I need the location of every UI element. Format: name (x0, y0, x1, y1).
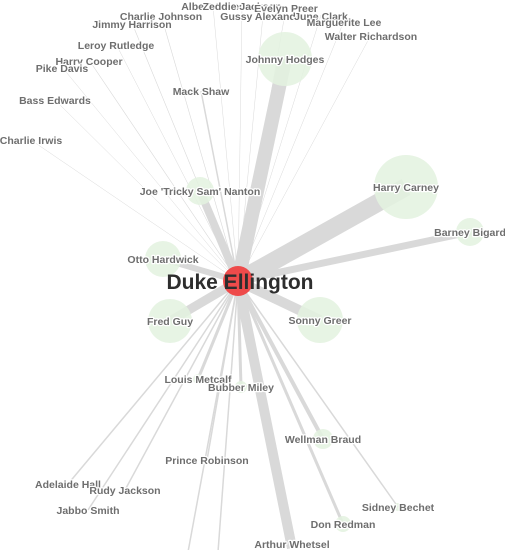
node-label-gussy-alexander[interactable]: Gussy Alexander (219, 10, 307, 25)
edge-pike-davis (61, 66, 239, 282)
node-bubber-miley[interactable] (235, 381, 247, 393)
edge-walter-richardson (237, 34, 372, 282)
node-label-bubber-miley[interactable]: Bubber Miley (207, 381, 276, 396)
node-label-don-redman[interactable]: Don Redman (309, 518, 376, 533)
node-harry-carney[interactable] (374, 155, 438, 219)
node-label-jimmy-harrison[interactable]: Jimmy Harrison (91, 18, 173, 33)
edge-wellman-braud (236, 280, 325, 440)
node-label-fred-guy[interactable]: Fred Guy (146, 315, 195, 330)
edge-unnamed-32 (217, 280, 239, 550)
node-label-rudy-jackson[interactable]: Rudy Jackson (88, 484, 162, 499)
edge-zeddie-jackson (237, 5, 243, 282)
node-label-leroy-rutledge[interactable]: Leroy Rutledge (77, 39, 156, 54)
node-sidney-bechet[interactable] (394, 503, 402, 511)
edge-johnny-hodges (231, 57, 292, 283)
node-johnny-hodges[interactable] (258, 32, 312, 86)
node-wellman-braud[interactable] (313, 429, 333, 449)
edge-don-redman (236, 280, 345, 525)
node-label-wellman-braud[interactable]: Wellman Braud (284, 433, 363, 448)
node-label-adelaide-hall[interactable]: Adelaide Hall (34, 478, 103, 493)
edge-jabbo-smith (87, 280, 239, 511)
edge-charlie-irwis (30, 139, 239, 282)
edge-harry-cooper (88, 59, 239, 282)
node-fred-guy[interactable] (148, 299, 192, 343)
edge-arthur-whetsel (233, 280, 297, 549)
node-label-louis-metcalf[interactable]: Louis Metcalf (163, 373, 233, 388)
node-layer (145, 32, 484, 532)
edge-louis-metcalf (196, 280, 240, 380)
center-node-label: Duke Ellington (167, 271, 314, 294)
edge-barney-bigard (237, 228, 471, 285)
edge-adelaide-hall (67, 280, 239, 485)
node-label-johnny-hodges[interactable]: Johnny Hodges (244, 53, 325, 68)
node-label-joe-tricky-sam-nanton[interactable]: Joe 'Tricky Sam' Nanton (138, 185, 261, 200)
node-label-pike-davis[interactable]: Pike Davis (34, 62, 89, 77)
node-label-sidney-bechet[interactable]: Sidney Bechet (361, 501, 436, 516)
node-label-charlie-johnson[interactable]: Charlie Johnson (119, 10, 204, 25)
node-louis-metcalf[interactable] (193, 374, 203, 384)
node-label-otto-hardwick[interactable]: Otto Hardwick (126, 253, 200, 268)
node-label-albert-jones[interactable]: Albert Jones (180, 0, 246, 14)
node-label-charlie-irwis[interactable]: Charlie Irwis (0, 134, 64, 149)
node-label-harry-cooper[interactable]: Harry Cooper (54, 55, 124, 70)
node-label-bass-edwards[interactable]: Bass Edwards (18, 94, 92, 109)
node-label-jabbo-smith[interactable]: Jabbo Smith (55, 504, 121, 519)
edge-rudy-jackson (124, 280, 239, 491)
edge-marguerite-lee (237, 20, 345, 282)
center-node[interactable]: Duke Ellington (167, 266, 314, 296)
node-label-june-clark[interactable]: June Clark (293, 10, 349, 25)
edge-bass-edwards (54, 99, 239, 282)
node-label-sonny-greer[interactable]: Sonny Greer (287, 314, 353, 329)
node-don-redman[interactable] (335, 516, 351, 532)
node-label-prince-robinson[interactable]: Prince Robinson (164, 454, 250, 469)
node-label-barney-bigard[interactable]: Barney Bigard (433, 226, 505, 241)
edge-joe-tricky-sam-nanton (196, 189, 242, 283)
edge-mack-shaw (200, 90, 239, 282)
node-label-evelyn-preer[interactable]: Evelyn Preer (253, 2, 319, 17)
node-sonny-greer[interactable] (297, 297, 343, 343)
node-label-harry-carney[interactable]: Harry Carney (372, 181, 441, 196)
node-label-marguerite-lee[interactable]: Marguerite Lee (305, 16, 382, 31)
edge-charlie-johnson (160, 14, 239, 282)
edge-albert-jones (212, 5, 239, 282)
node-label-mack-shaw[interactable]: Mack Shaw (171, 85, 231, 100)
edge-unnamed-33 (187, 280, 239, 550)
node-otto-hardwick[interactable] (145, 241, 181, 277)
edge-harry-carney (233, 179, 411, 289)
node-label-walter-richardson[interactable]: Walter Richardson (324, 30, 419, 45)
node-label-arthur-whetsel[interactable]: Arthur Whetsel (253, 538, 331, 550)
node-label-zeddie-jackson[interactable]: Zeddie Jackson (201, 0, 282, 14)
node-barney-bigard[interactable] (456, 218, 484, 246)
edge-sidney-bechet (237, 280, 399, 508)
center-node-circle[interactable] (223, 266, 253, 296)
node-joe-tricky-sam-nanton[interactable] (186, 177, 214, 205)
